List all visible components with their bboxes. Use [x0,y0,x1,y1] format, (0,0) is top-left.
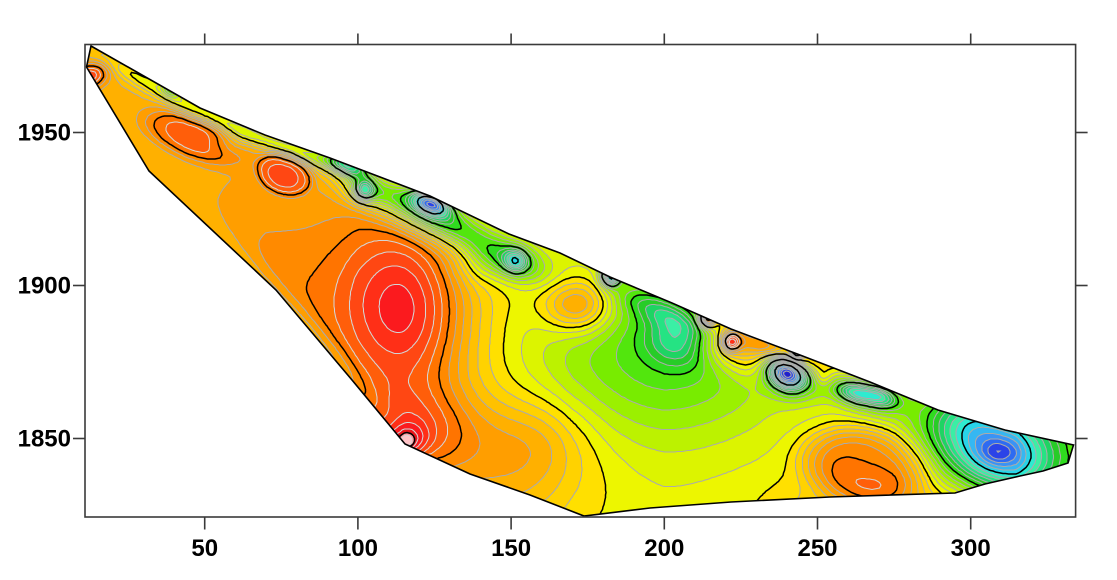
svg-text:250: 250 [797,535,837,562]
svg-text:200: 200 [644,535,684,562]
svg-text:150: 150 [491,535,531,562]
svg-text:1900: 1900 [18,273,71,300]
svg-text:50: 50 [191,535,218,562]
svg-text:1850: 1850 [18,426,71,453]
svg-text:100: 100 [338,535,378,562]
svg-text:300: 300 [951,535,991,562]
svg-text:1950: 1950 [18,120,71,147]
